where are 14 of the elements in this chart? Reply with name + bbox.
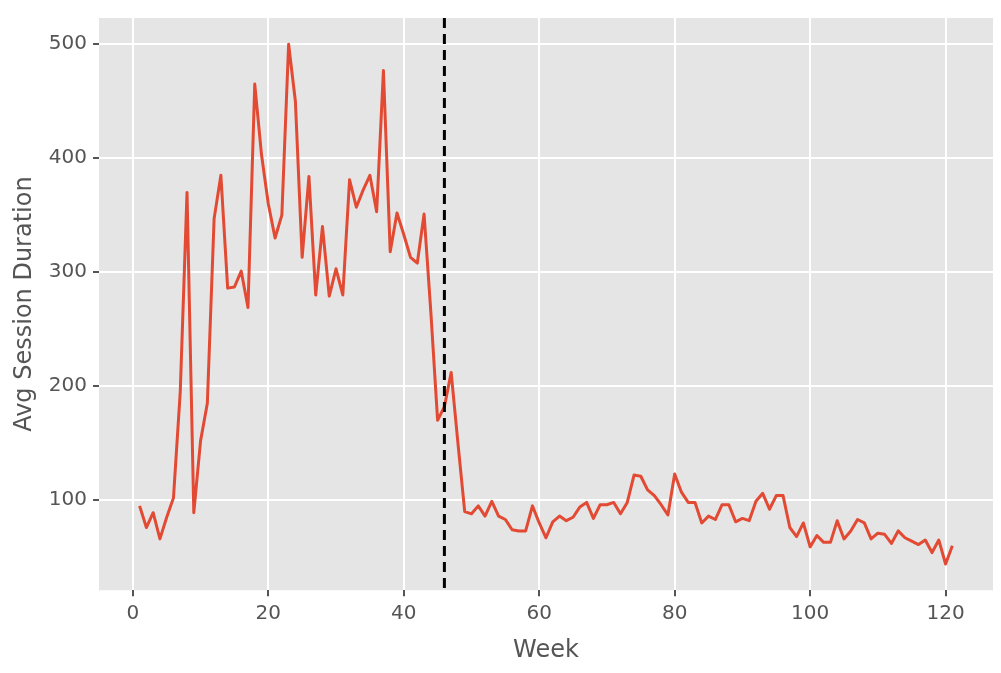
x-tick-label: 80	[661, 600, 688, 625]
y-tick-label: 300	[48, 258, 87, 283]
y-tick-label: 200	[48, 372, 87, 397]
x-tick-label: 40	[391, 600, 417, 625]
x-tick-label: 60	[526, 600, 552, 625]
y-tick-label: 400	[48, 144, 87, 169]
x-axis-title: Week	[513, 634, 579, 663]
y-tick-label: 500	[48, 30, 87, 55]
x-tick-label: 0	[126, 600, 140, 625]
y-tick-label: 100	[48, 486, 87, 511]
y-axis-title: Avg Session Duration	[8, 176, 37, 432]
x-tick-label: 100	[791, 600, 830, 625]
x-tick-label: 120	[926, 600, 965, 625]
x-tick-label: 20	[255, 600, 282, 625]
